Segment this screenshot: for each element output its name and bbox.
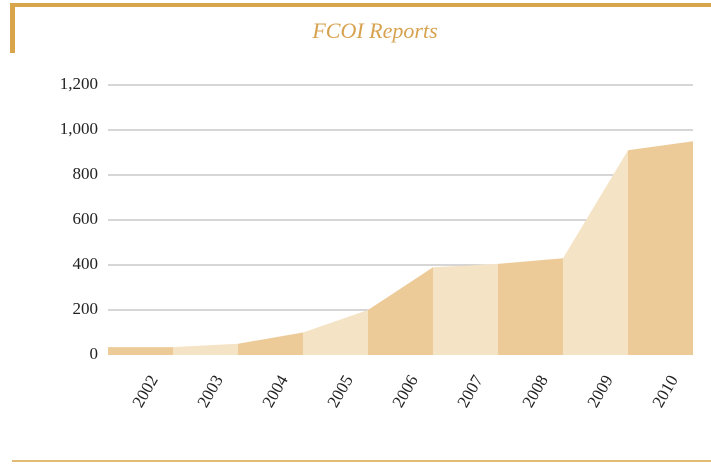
area-segment (433, 263, 498, 355)
x-tick-label: 2008 (518, 372, 551, 411)
x-tick-label: 2004 (258, 371, 292, 410)
y-tick-label: 600 (73, 209, 99, 228)
y-tick-label: 0 (90, 344, 99, 363)
y-tick-label: 200 (73, 299, 99, 318)
area-segment (368, 267, 433, 355)
x-tick-label: 2005 (323, 372, 356, 411)
x-tick-label: 2002 (128, 372, 161, 411)
x-tick-label: 2006 (388, 372, 421, 411)
y-tick-label: 1,200 (60, 74, 98, 93)
y-tick-label: 1,000 (60, 119, 98, 138)
area-segment (498, 258, 563, 355)
area-segment (303, 310, 368, 355)
area-segment (173, 343, 238, 355)
left-border (10, 3, 15, 53)
y-tick-label: 400 (73, 254, 99, 273)
x-tick-label: 2009 (583, 372, 616, 411)
chart-title: FCOI Reports (311, 18, 437, 43)
x-tick-label: 2010 (648, 372, 681, 411)
x-tick-label: 2003 (193, 372, 226, 411)
x-tick-label: 2007 (453, 371, 487, 410)
area-segment (108, 347, 173, 355)
bottom-border (12, 460, 711, 462)
area-segment (628, 141, 693, 355)
area-segment (563, 150, 628, 355)
y-tick-label: 800 (73, 164, 99, 183)
top-border (12, 3, 711, 7)
area-segment (238, 332, 303, 355)
